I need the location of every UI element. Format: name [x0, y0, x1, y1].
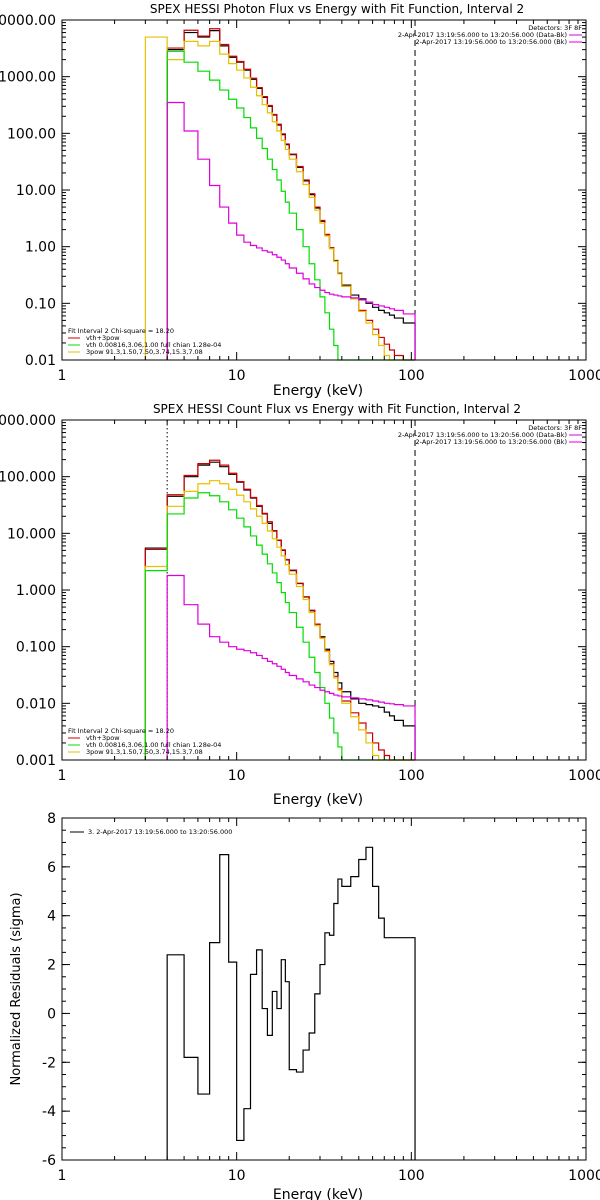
- residuals-legend-entry: 3. 2-Apr-2017 13:19:56.000 to 13:20:56.0…: [88, 828, 232, 836]
- count-flux-legend-entry-2: 2-Apr-2017 13:19:56.000 to 13:20:56.000 …: [416, 438, 567, 446]
- count-flux-legend-top-right: Detectors: 3F 8F 2-Apr-2017 13:19:56.000…: [398, 424, 582, 446]
- residuals-panel: 1 10 100 1000 -6 -4 -2 0 2 4 6 8 Energy (keV) Norma…: [9, 811, 600, 1200]
- count-flux-legend-title: Detectors: 3F 8F: [528, 424, 582, 432]
- photon-flux-series-2: [166, 28, 416, 361]
- photon-flux-legend-title: Detectors: 3F 8F: [528, 24, 582, 32]
- photon-flux-legend-bottom-left: Fit Interval 2 Chi-square = 18.20 vth+3p…: [68, 327, 221, 356]
- residuals-plot-frame: [61, 817, 587, 1161]
- count-flux-fit-entry-2: vth 0.00816,3.06,1.00 full chian 1.28e-0…: [86, 741, 221, 749]
- photon-flux-y-tick-label: 0.10: [25, 296, 56, 312]
- photon-flux-series-3: [144, 36, 416, 361]
- residuals-legend: 3. 2-Apr-2017 13:19:56.000 to 13:20:56.0…: [70, 828, 232, 836]
- photon-flux-y-tick-label: 1000.00: [0, 70, 56, 86]
- count-flux-series-5: [166, 574, 416, 760]
- count-flux-fit-title: Fit Interval 2 Chi-square = 18.20: [68, 727, 174, 735]
- photon-flux-fit-entry-3: 3pow 91.3,1.50,7.50,3.74,15.3,7.08: [86, 348, 203, 356]
- count-flux-x-tick-label: 1000: [568, 768, 600, 784]
- photon-flux-y-tick-label: 100.00: [7, 126, 56, 142]
- photon-flux-x-axis-label: Energy (keV): [273, 383, 363, 399]
- residuals-y-tick-label: -6: [42, 1153, 56, 1169]
- count-flux-y-tick-label: 100.000: [0, 470, 56, 486]
- count-flux-title: SPEX HESSI Count Flux vs Energy with Fit…: [153, 402, 521, 416]
- count-flux-series-2: [144, 459, 416, 761]
- count-flux-y-tick-label: 1.000: [16, 583, 56, 599]
- residuals-x-axis-label: Energy (keV): [273, 1187, 363, 1200]
- photon-flux-series-4: [166, 50, 416, 361]
- photon-flux-title: SPEX HESSI Photon Flux vs Energy with Fi…: [150, 2, 524, 16]
- count-flux-fit-entry-1: vth+3pow: [86, 734, 120, 742]
- residuals-x-tick-label: 100: [398, 1168, 425, 1184]
- count-flux-series-1: [144, 461, 416, 760]
- photon-flux-x-tick-label: 1000: [568, 368, 600, 384]
- count-flux-series-4: [144, 492, 416, 761]
- photon-flux-legend-entry-2: 2-Apr-2017 13:19:56.000 to 13:20:56.000 …: [416, 38, 567, 46]
- count-flux-panel: SPEX HESSI Count Flux vs Energy with Fit…: [0, 402, 600, 808]
- residuals-y-tick-label: 0: [47, 1006, 56, 1022]
- residuals-y-tick-label: -4: [42, 1104, 56, 1120]
- count-flux-legend-entry-1: 2-Apr-2017 13:19:56.000 to 13:20:56.000 …: [398, 431, 567, 439]
- count-flux-y-tick-label: 0.010: [16, 696, 56, 712]
- photon-flux-fit-entry-1: vth+3pow: [86, 334, 120, 342]
- residuals-y-tick-label: 2: [47, 958, 56, 974]
- count-flux-y-tick-label: 1000.000: [0, 413, 56, 429]
- residuals-y-tick-label: -2: [42, 1055, 56, 1071]
- residuals-x-tick-label: 1000: [568, 1168, 600, 1184]
- residuals-series-1: [166, 846, 416, 1160]
- photon-flux-y-tick-label: 10.00: [16, 183, 56, 199]
- residuals-y-tick-label: 8: [47, 811, 56, 827]
- count-flux-fit-entry-3: 3pow 91.3,1.50,7.50,3.74,15.3,7.08: [86, 748, 203, 756]
- count-flux-legend-bottom-left: Fit Interval 2 Chi-square = 18.20 vth+3p…: [68, 727, 221, 756]
- count-flux-x-axis-label: Energy (keV): [273, 792, 363, 808]
- residuals-y-axis-label: Normalized Residuals (sigma): [9, 892, 24, 1085]
- photon-flux-panel: SPEX HESSI Photon Flux vs Energy with Fi…: [0, 2, 600, 399]
- photon-flux-series-1: [166, 30, 416, 360]
- photon-flux-x-tick-label: 10: [228, 368, 246, 384]
- count-flux-y-tick-label: 0.100: [16, 640, 56, 656]
- photon-flux-x-tick-label: 1: [58, 368, 67, 384]
- count-flux-x-tick-label: 100: [398, 768, 425, 784]
- photon-flux-x-tick-label: 100: [398, 368, 425, 384]
- residuals-y-tick-label: 4: [47, 909, 56, 925]
- photon-flux-plot-frame: [61, 19, 587, 361]
- count-flux-series-3: [144, 480, 416, 761]
- photon-flux-fit-entry-2: vth 0.00816,3.06,1.00 full chian 1.28e-0…: [86, 341, 221, 349]
- residuals-x-tick-label: 10: [228, 1168, 246, 1184]
- count-flux-y-tick-label: 10.000: [7, 526, 56, 542]
- photon-flux-legend-top-right: Detectors: 3F 8F 2-Apr-2017 13:19:56.000…: [398, 24, 582, 46]
- count-flux-x-tick-label: 1: [58, 768, 67, 784]
- photon-flux-y-tick-label: 0.01: [25, 353, 56, 369]
- photon-flux-legend-entry-1: 2-Apr-2017 13:19:56.000 to 13:20:56.000 …: [398, 31, 567, 39]
- photon-flux-y-tick-label: 1.00: [25, 240, 56, 256]
- residuals-x-tick-label: 1: [58, 1168, 67, 1184]
- residuals-y-tick-label: 6: [47, 860, 56, 876]
- photon-flux-series-5: [166, 101, 416, 360]
- count-flux-y-tick-label: 0.001: [16, 753, 56, 769]
- count-flux-plot-frame: [61, 419, 587, 761]
- photon-flux-fit-title: Fit Interval 2 Chi-square = 18.20: [68, 327, 174, 335]
- count-flux-x-tick-label: 10: [228, 768, 246, 784]
